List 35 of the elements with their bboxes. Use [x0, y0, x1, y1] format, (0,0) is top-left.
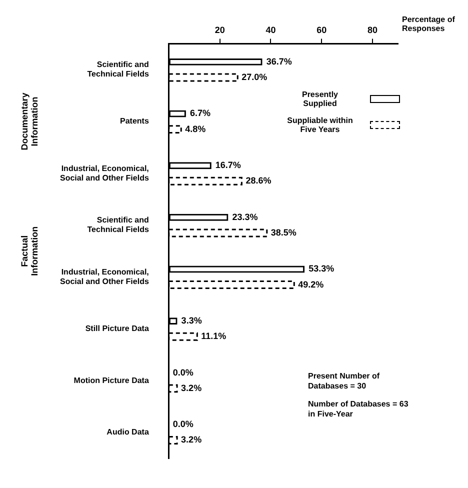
- y-tick-label: Audio Data: [106, 428, 150, 437]
- data-label: 53.3%: [308, 264, 334, 274]
- x-tick-label: 20: [214, 24, 225, 35]
- text: Presently Supplied: [300, 90, 340, 108]
- data-label: 0.0%: [172, 367, 194, 378]
- x-tick-label: 40: [266, 24, 276, 35]
- data-label: 3.2%: [181, 434, 202, 445]
- data-label: 3.2%: [181, 382, 202, 393]
- data-label: 27.0%: [242, 72, 268, 82]
- y-tick-label: Industrial, Economical, Social and Other Fields: [60, 164, 150, 182]
- x-tick-label: 80: [368, 24, 378, 35]
- y-tick-label: Industrial, Economical, Social and Other Fields: [60, 267, 150, 286]
- data-label: 49.2%: [298, 279, 324, 290]
- annotation: Number of Databases = 63 in Five-Year: [308, 399, 409, 418]
- data-label: 38.5%: [270, 227, 296, 238]
- data-label: 4.8%: [185, 124, 206, 134]
- y-tick-label: Patents: [120, 116, 150, 126]
- y-tick-label: Still Picture Data: [85, 324, 150, 334]
- y-tick-label: Motion Picture Data: [74, 376, 150, 385]
- annotation: Present Number of Databases = 30: [308, 371, 380, 390]
- y-tick-label: Scientific and Technical Fields: [87, 216, 150, 234]
- data-label: 11.1%: [201, 331, 226, 342]
- data-label: 36.7%: [266, 56, 292, 66]
- data-label: 0.0%: [172, 419, 194, 430]
- data-label: 23.3%: [232, 212, 258, 222]
- text: Factual Information: [19, 226, 40, 276]
- legend-label: Suppliable within Five Years: [286, 116, 354, 134]
- text: Documentary Information: [19, 92, 40, 150]
- y-tick-label: Scientific and Technical Fields: [87, 60, 150, 79]
- x-tick-label: 60: [316, 24, 327, 35]
- x-axis-title: Percentage of Responses: [402, 14, 456, 33]
- data-label: 28.6%: [246, 176, 272, 186]
- data-label: 3.3%: [181, 316, 202, 326]
- data-label: 16.7%: [215, 160, 241, 170]
- data-label: 6.7%: [190, 108, 210, 118]
